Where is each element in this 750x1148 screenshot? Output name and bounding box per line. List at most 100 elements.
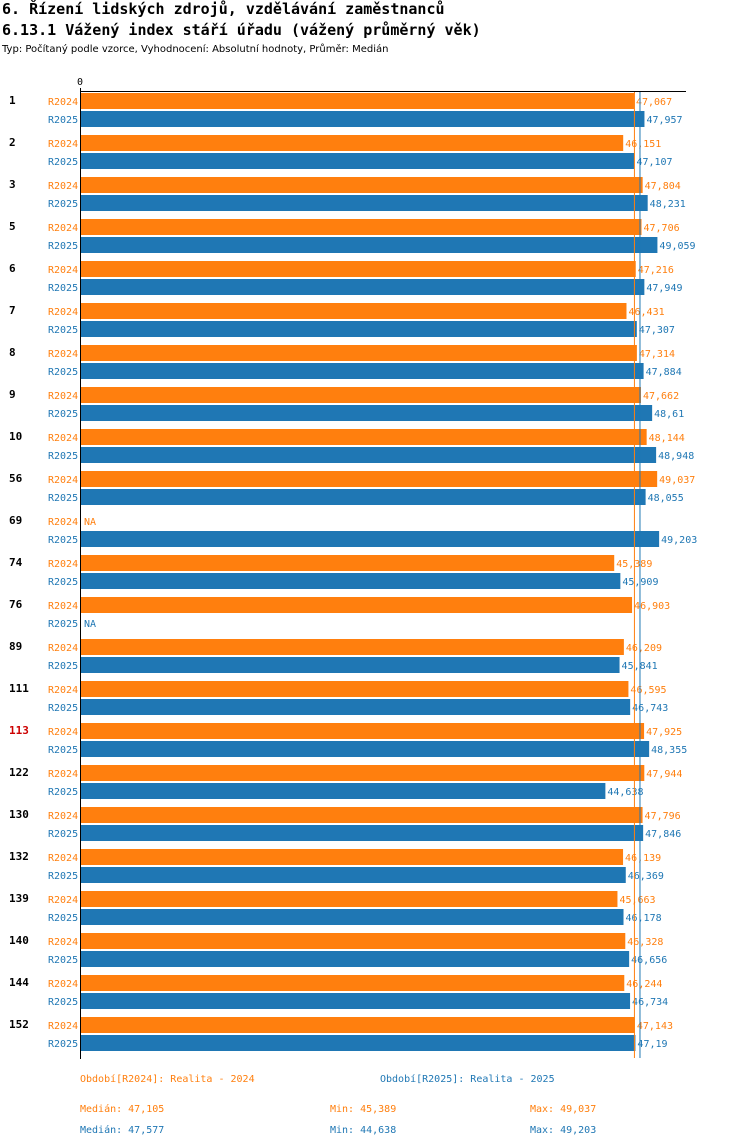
bar-r2025 (80, 279, 645, 295)
bar-r2025 (80, 1035, 636, 1051)
series-label: R2025 (48, 955, 78, 966)
max-r2024: Max: 49,037 (530, 1104, 597, 1115)
series-label: R2024 (48, 265, 78, 276)
data-label: 49,059 (659, 241, 695, 252)
series-label: R2025 (48, 367, 78, 378)
series-label: R2025 (48, 451, 78, 462)
bar-r2024 (80, 765, 645, 781)
bar-r2024 (80, 345, 637, 361)
series-label: R2024 (48, 349, 78, 360)
series-label: R2024 (48, 601, 78, 612)
category-label: 144 (9, 976, 29, 989)
series-label: R2024 (48, 307, 78, 318)
data-label: 47,804 (645, 181, 681, 192)
data-label: 46,431 (628, 307, 664, 318)
bar-r2024 (80, 723, 645, 739)
bar-r2024 (80, 471, 658, 487)
category-label: 69 (9, 514, 22, 527)
series-label: R2025 (48, 199, 78, 210)
series-label: R2024 (48, 685, 78, 696)
bar-r2025 (80, 909, 624, 925)
series-label: R2024 (48, 979, 78, 990)
median-r2025: Medián: 47,577 (80, 1125, 165, 1136)
category-label: 7 (9, 304, 16, 317)
series-label: R2025 (48, 703, 78, 714)
bar-r2024 (80, 555, 615, 571)
bar-r2024 (80, 975, 625, 991)
series-label: R2025 (48, 493, 78, 504)
bar-r2024 (80, 387, 641, 403)
data-label: 46,139 (625, 853, 661, 864)
series-label: R2024 (48, 223, 78, 234)
data-label: 47,949 (646, 283, 682, 294)
bar-r2024 (80, 261, 636, 277)
data-label: 47,107 (636, 157, 672, 168)
data-label: 44,638 (607, 787, 643, 798)
na-label: NA (84, 619, 96, 630)
data-label: 48,61 (654, 409, 684, 420)
category-label: 3 (9, 178, 16, 191)
series-label: R2024 (48, 475, 78, 486)
bar-r2025 (80, 405, 653, 421)
series-label: R2024 (48, 559, 78, 570)
bar-r2025 (80, 573, 621, 589)
series-label: R2025 (48, 409, 78, 420)
series-label: R2025 (48, 535, 78, 546)
data-label: 46,178 (626, 913, 662, 924)
na-label: NA (84, 517, 96, 528)
bar-r2025 (80, 825, 644, 841)
min-r2025: Min: 44,638 (330, 1125, 397, 1136)
bar-r2024 (80, 849, 624, 865)
data-label: 46,734 (632, 997, 668, 1008)
series-label: R2025 (48, 661, 78, 672)
series-label: R2024 (48, 433, 78, 444)
series-label: R2024 (48, 1021, 78, 1032)
data-label: 47,143 (637, 1021, 673, 1032)
series-label: R2025 (48, 1039, 78, 1050)
data-label: 47,19 (637, 1039, 667, 1050)
data-label: 47,706 (643, 223, 679, 234)
category-label: 8 (9, 346, 16, 359)
category-label: 6 (9, 262, 16, 275)
series-label: R2024 (48, 895, 78, 906)
data-label: 48,231 (650, 199, 686, 210)
min-r2024: Min: 45,389 (330, 1104, 397, 1115)
bar-r2024 (80, 891, 618, 907)
series-label: R2024 (48, 391, 78, 402)
data-label: 47,846 (645, 829, 681, 840)
series-label: R2025 (48, 115, 78, 126)
bar-r2025 (80, 783, 606, 799)
data-label: 47,662 (643, 391, 679, 402)
series-label: R2025 (48, 619, 78, 630)
data-label: 46,369 (628, 871, 664, 882)
bar-r2024 (80, 639, 624, 655)
category-label: 122 (9, 766, 29, 779)
category-label: 9 (9, 388, 16, 401)
category-label: 152 (9, 1018, 29, 1031)
series-label: R2025 (48, 577, 78, 588)
bar-r2024 (80, 681, 629, 697)
chart-title: 6.13.1 Vážený index stáří úřadu (vážený … (2, 21, 481, 39)
series-label: R2025 (48, 241, 78, 252)
bar-r2025 (80, 153, 635, 169)
category-label: 2 (9, 136, 16, 149)
max-r2025: Max: 49,203 (530, 1125, 597, 1136)
series-label: R2025 (48, 871, 78, 882)
series-label: R2024 (48, 97, 78, 108)
data-label: 47,796 (645, 811, 681, 822)
category-label: 130 (9, 808, 29, 821)
bar-r2024 (80, 135, 624, 151)
category-label: 56 (9, 472, 23, 485)
data-label: 47,957 (646, 115, 682, 126)
bar-r2024 (80, 807, 643, 823)
series-label: R2025 (48, 787, 78, 798)
category-label: 89 (9, 640, 22, 653)
category-label: 113 (9, 724, 29, 737)
data-label: 47,216 (638, 265, 674, 276)
data-label: 47,067 (636, 97, 672, 108)
bar-r2024 (80, 93, 634, 109)
category-label: 140 (9, 934, 29, 947)
bar-r2025 (80, 195, 648, 211)
data-label: 47,925 (646, 727, 682, 738)
